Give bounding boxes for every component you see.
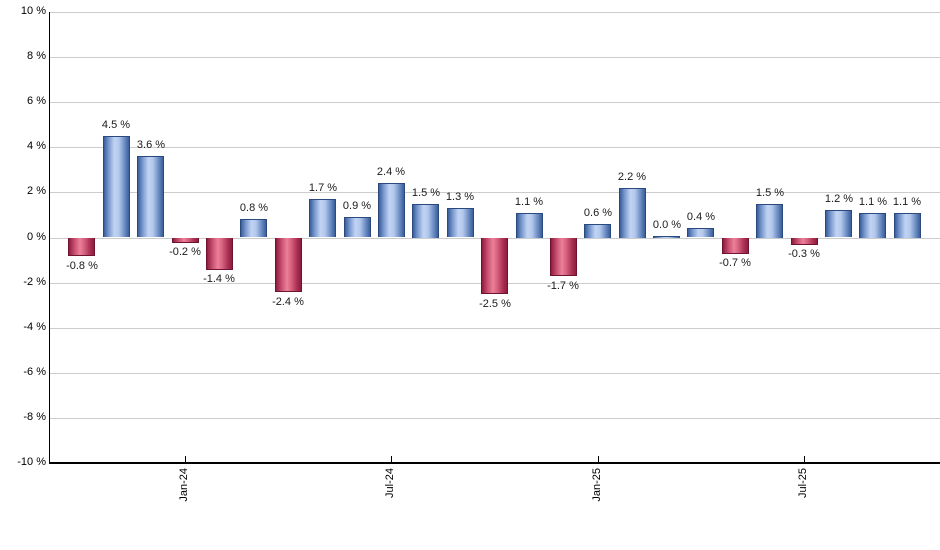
bar-value-label: 1.5 % (411, 187, 441, 199)
bar-value-label: 2.4 % (376, 166, 406, 178)
bar-value-label: 1.2 % (824, 193, 854, 205)
bar (859, 213, 886, 238)
gridline (50, 373, 940, 374)
bar-value-label: 1.5 % (755, 187, 785, 199)
bar (516, 213, 543, 238)
bar (103, 136, 130, 237)
x-tick-mark (391, 456, 392, 462)
bar-value-label: -2.4 % (272, 296, 304, 308)
bar (825, 210, 852, 237)
y-tick-label: 4 % (27, 140, 46, 152)
bar (722, 238, 749, 254)
bar (172, 238, 199, 243)
gridline (50, 328, 940, 329)
gridline (50, 418, 940, 419)
x-tick-label: Jan-25 (591, 468, 603, 502)
bar (550, 238, 577, 276)
bar-value-label: 1.1 % (892, 196, 922, 208)
bar (653, 236, 680, 238)
y-tick-label: 10 % (20, 5, 46, 17)
y-tick-label: 0 % (27, 231, 46, 243)
y-tick-label: 8 % (27, 50, 46, 62)
y-tick-label: -4 % (23, 321, 46, 333)
bar-value-label: -2.5 % (479, 298, 511, 310)
bar (894, 213, 921, 238)
bar (584, 224, 611, 238)
y-tick-label: -10 % (17, 456, 46, 468)
bar (309, 199, 336, 237)
bar (687, 228, 714, 237)
bar-value-label: 0.6 % (583, 207, 613, 219)
x-axis-line (49, 462, 940, 464)
y-axis-line (49, 12, 50, 463)
x-tick-mark (598, 456, 599, 462)
gridline (50, 147, 940, 148)
bar-value-label: 0.8 % (239, 202, 269, 214)
bar-value-label: 1.1 % (514, 196, 544, 208)
bar-value-label: 1.1 % (858, 196, 888, 208)
x-tick-mark (804, 456, 805, 462)
bar (240, 219, 267, 237)
bar (791, 238, 818, 245)
bar-value-label: 0.9 % (342, 200, 372, 212)
y-tick-label: 2 % (27, 185, 46, 197)
gridline (50, 57, 940, 58)
bar-value-label: 1.7 % (308, 182, 338, 194)
x-tick-mark (185, 456, 186, 462)
gridline (50, 192, 940, 193)
bar-value-label: 0.0 % (652, 219, 682, 231)
bar (137, 156, 164, 237)
bar-value-label: -0.8 % (66, 260, 98, 272)
bar-value-label: 2.2 % (617, 171, 647, 183)
bar-value-label: 4.5 % (101, 119, 131, 131)
bar (447, 208, 474, 237)
gridline (50, 102, 940, 103)
bar (378, 183, 405, 237)
bar-value-label: -1.7 % (547, 280, 579, 292)
y-tick-label: -8 % (23, 411, 46, 423)
bar-value-label: -0.3 % (788, 248, 820, 260)
bar (68, 238, 95, 256)
bar (344, 217, 371, 237)
bar-value-label: 0.4 % (686, 211, 716, 223)
bar (756, 204, 783, 238)
y-tick-label: -6 % (23, 366, 46, 378)
bar-value-label: 1.3 % (445, 191, 475, 203)
bar-value-label: -0.2 % (169, 246, 201, 258)
bar (275, 238, 302, 292)
x-tick-label: Jul-25 (797, 468, 809, 498)
y-tick-label: 6 % (27, 95, 46, 107)
y-tick-label: -2 % (23, 276, 46, 288)
bar (619, 188, 646, 238)
bar-value-label: -0.7 % (719, 257, 751, 269)
bar-value-label: 3.6 % (136, 139, 166, 151)
bar (412, 204, 439, 238)
gridline (50, 12, 940, 13)
bar (481, 238, 508, 294)
bar (206, 238, 233, 270)
x-tick-label: Jul-24 (384, 468, 396, 498)
bar-value-label: -1.4 % (203, 273, 235, 285)
x-tick-label: Jan-24 (178, 468, 190, 502)
